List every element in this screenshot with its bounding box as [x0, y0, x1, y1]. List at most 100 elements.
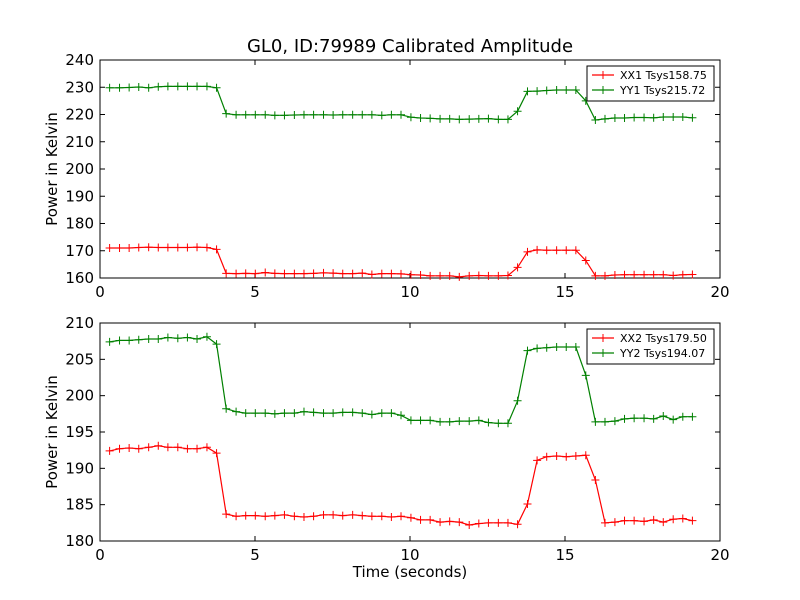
data-point-marker: [222, 404, 231, 413]
data-point-marker: [610, 417, 619, 426]
data-point-marker: [513, 396, 522, 405]
data-point-marker: [552, 342, 561, 351]
data-point-marker: [222, 269, 231, 278]
data-point-marker: [513, 107, 522, 116]
y-axis-label: Power in Kelvin: [43, 375, 61, 489]
data-point-marker: [193, 82, 202, 91]
x-tick-label: 0: [95, 546, 105, 564]
data-point-marker: [329, 409, 338, 418]
data-point-marker: [241, 409, 250, 418]
data-point-marker: [640, 113, 649, 122]
data-point-marker: [358, 110, 367, 119]
data-point-marker: [270, 269, 279, 278]
data-point-marker: [552, 246, 561, 255]
data-point-marker: [261, 110, 270, 119]
data-point-marker: [299, 110, 308, 119]
data-point-marker: [591, 115, 600, 124]
data-point-marker: [513, 520, 522, 529]
data-point-marker: [600, 518, 609, 527]
data-point-marker: [600, 271, 609, 280]
data-point-marker: [134, 335, 143, 344]
data-point-marker: [241, 511, 250, 520]
data-point-marker: [406, 113, 415, 122]
data-point-marker: [630, 414, 639, 423]
data-point-marker: [144, 243, 153, 252]
data-point-marker: [377, 409, 386, 418]
data-point-marker: [484, 271, 493, 280]
data-point-marker: [241, 269, 250, 278]
data-point-marker: [523, 87, 532, 96]
data-point-marker: [640, 414, 649, 423]
data-point-marker: [212, 245, 221, 254]
data-point-marker: [173, 334, 182, 343]
data-point-marker: [416, 515, 425, 524]
data-point-marker: [251, 409, 260, 418]
data-point-marker: [309, 512, 318, 521]
data-point-marker: [465, 521, 474, 530]
data-point-marker: [183, 243, 192, 252]
data-point-marker: [154, 243, 163, 252]
data-point-marker: [562, 85, 571, 94]
data-point-marker: [571, 451, 580, 460]
data-point-marker: [163, 82, 172, 91]
data-point-marker: [455, 272, 464, 281]
data-point-marker: [193, 243, 202, 252]
data-point-marker: [581, 371, 590, 380]
data-point-marker: [542, 452, 551, 461]
data-point-marker: [688, 270, 697, 279]
data-point-marker: [309, 110, 318, 119]
data-point-marker: [571, 246, 580, 255]
y-tick-label: 230: [65, 78, 94, 96]
data-point-marker: [436, 518, 445, 527]
data-point-marker: [688, 412, 697, 421]
data-point-marker: [319, 409, 328, 418]
data-point-marker: [367, 512, 376, 521]
legend: XX1 Tsys158.75 YY1 Tsys215.72: [586, 65, 715, 102]
legend-swatch-marker: [599, 71, 607, 79]
data-point-marker: [533, 87, 542, 96]
data-point-marker: [212, 449, 221, 458]
data-point-marker: [280, 510, 289, 519]
data-point-marker: [562, 452, 571, 461]
data-point-marker: [494, 518, 503, 527]
data-point-marker: [270, 409, 279, 418]
data-point-marker: [542, 86, 551, 95]
data-point-marker: [455, 518, 464, 527]
data-point-marker: [358, 409, 367, 418]
data-point-marker: [105, 244, 114, 253]
data-point-marker: [669, 112, 678, 121]
data-point-marker: [688, 516, 697, 525]
y-tick-label: 210: [65, 314, 94, 332]
data-point-marker: [348, 510, 357, 519]
data-point-marker: [222, 510, 231, 519]
data-point-marker: [154, 441, 163, 450]
data-point-marker: [610, 271, 619, 280]
data-point-marker: [280, 269, 289, 278]
y-tick-label: 210: [65, 133, 94, 151]
x-tick-label: 10: [400, 546, 419, 564]
data-point-marker: [232, 269, 241, 278]
data-point-marker: [455, 417, 464, 426]
data-point-marker: [416, 271, 425, 280]
data-point-marker: [348, 269, 357, 278]
data-point-marker: [134, 243, 143, 252]
data-point-marker: [620, 114, 629, 123]
data-point-marker: [503, 271, 512, 280]
data-point-marker: [552, 85, 561, 94]
data-point-marker: [474, 519, 483, 528]
data-point-marker: [358, 269, 367, 278]
data-point-marker: [426, 271, 435, 280]
data-point-marker: [455, 115, 464, 124]
data-point-marker: [202, 443, 211, 452]
data-point-marker: [367, 270, 376, 279]
x-tick-label: 5: [250, 283, 260, 301]
data-point-marker: [125, 336, 134, 345]
data-point-marker: [338, 269, 347, 278]
x-tick-label: 0: [95, 283, 105, 301]
data-point-marker: [571, 342, 580, 351]
data-point-marker: [251, 511, 260, 520]
data-point-marker: [183, 444, 192, 453]
data-point-marker: [610, 518, 619, 527]
legend-box: [586, 65, 715, 102]
data-point-marker: [348, 110, 357, 119]
